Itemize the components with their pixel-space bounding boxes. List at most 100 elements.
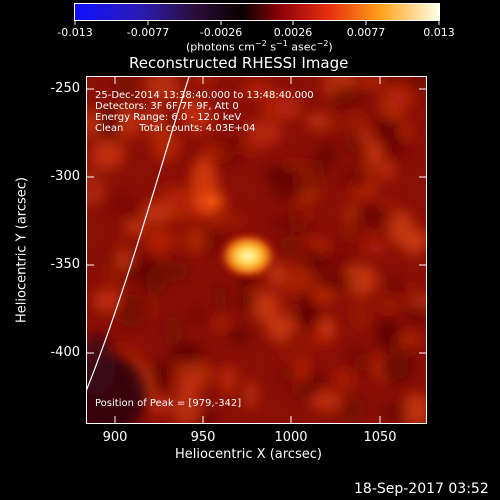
axis-ticks xyxy=(86,76,427,424)
texture-blob xyxy=(151,228,169,259)
x-tick-label: 900 xyxy=(102,430,128,445)
x-axis-label: Heliocentric X (arcsec) xyxy=(175,447,322,462)
texture-blob xyxy=(341,214,368,245)
texture-blob xyxy=(319,274,355,292)
solar-limb xyxy=(86,76,190,393)
colorbar-tick-label: 0.0026 xyxy=(273,26,313,39)
colorbar xyxy=(74,3,440,25)
texture-blob xyxy=(341,168,371,190)
texture-blob xyxy=(403,234,425,257)
texture-blob xyxy=(379,293,402,312)
texture-blob xyxy=(92,289,121,312)
texture-blob xyxy=(288,207,302,223)
colorbar-tick-label: 0.013 xyxy=(423,26,455,39)
texture-blob xyxy=(405,278,420,310)
annotation-detectors: Detectors: 3F 6F 7F 9F, Att 0 xyxy=(95,101,239,112)
texture-blob xyxy=(123,220,147,234)
texture-blob xyxy=(175,378,200,396)
texture-blob xyxy=(342,264,378,296)
texture-blob xyxy=(359,76,386,89)
texture-blob xyxy=(294,352,310,384)
texture-blob xyxy=(311,392,345,413)
x-tick-label: 950 xyxy=(190,430,216,445)
texture-blob xyxy=(106,191,141,217)
texture-blob xyxy=(90,139,125,170)
texture-blob xyxy=(172,357,188,383)
y-axis-label: Heliocentric Y (arcsec) xyxy=(14,177,30,323)
texture-blob xyxy=(375,318,401,350)
texture-blob xyxy=(185,303,206,325)
y-tick-label: -400 xyxy=(50,345,80,360)
texture-blob xyxy=(291,384,308,398)
texture-blob xyxy=(370,140,387,154)
colorbar-tick-label: -0.0026 xyxy=(199,26,243,39)
texture-blob xyxy=(171,390,202,424)
texture-blob xyxy=(157,184,182,208)
texture-blob xyxy=(232,143,262,156)
colorbar-tick-label: -0.013 xyxy=(57,26,93,39)
colorbar-tick-label: 0.0077 xyxy=(346,26,386,39)
texture-blob xyxy=(292,302,321,327)
annotation-clean-counts: Clean Total counts: 4.03E+04 xyxy=(95,123,256,134)
x-tick-label: 1000 xyxy=(274,430,308,445)
image-frame xyxy=(86,76,427,424)
texture-blob xyxy=(215,315,228,333)
annotation-energy-range: Energy Range: 6.0 - 12.0 keV xyxy=(95,112,242,123)
texture-blob xyxy=(173,342,208,362)
texture-blob xyxy=(213,283,227,314)
texture-blob xyxy=(263,165,298,182)
texture-blob xyxy=(200,146,231,160)
texture-blob xyxy=(141,201,171,225)
texture-blob xyxy=(162,315,183,347)
texture-blob xyxy=(145,266,167,295)
texture-blob xyxy=(278,369,298,382)
texture-blob xyxy=(385,361,410,379)
colorbar-ticks xyxy=(74,21,440,25)
texture-blob xyxy=(327,113,341,134)
colorbar-units: (photons cm−2 s−1 asec−2) xyxy=(186,39,333,54)
texture-blob xyxy=(190,76,217,90)
texture-blob xyxy=(178,222,194,255)
y-tick-label: -300 xyxy=(50,169,80,184)
texture-blob xyxy=(265,313,294,342)
texture-blob xyxy=(226,210,246,229)
texture-blob xyxy=(387,341,422,361)
texture-blob xyxy=(100,105,120,142)
texture-blob xyxy=(134,120,152,141)
y-tick-label: -250 xyxy=(50,81,80,96)
texture-blob xyxy=(342,85,367,105)
x-tick-label: 1050 xyxy=(363,430,397,445)
texture-blob xyxy=(387,78,416,112)
texture-blob xyxy=(114,250,137,271)
texture-blob xyxy=(400,120,413,142)
texture-blob xyxy=(244,380,258,410)
texture-blob xyxy=(381,159,395,181)
texture-blob xyxy=(318,318,336,339)
rhessi-image xyxy=(86,76,427,424)
texture-blob xyxy=(144,396,171,414)
y-tick-label: -350 xyxy=(50,257,80,272)
texture-blob xyxy=(225,329,254,342)
texture-blob xyxy=(152,127,180,162)
render-timestamp: 18-Sep-2017 03:52 xyxy=(354,481,489,497)
texture-blob xyxy=(115,76,133,107)
flare-source xyxy=(220,234,276,278)
texture-blob xyxy=(157,116,186,129)
annotation-peak-position: Position of Peak = [979,-342] xyxy=(95,398,242,409)
texture-blob xyxy=(302,334,336,347)
texture-blob xyxy=(287,221,316,235)
texture-blob xyxy=(250,79,276,95)
texture-blob xyxy=(302,250,327,273)
texture-blob xyxy=(311,147,325,178)
texture-blob xyxy=(151,358,170,393)
texture-blob xyxy=(245,119,282,147)
texture-blob xyxy=(86,108,99,138)
texture-blob xyxy=(333,367,355,391)
texture-blob xyxy=(251,298,279,323)
texture-blob xyxy=(115,293,150,328)
colorbar-tick-label: -0.0077 xyxy=(126,26,170,39)
texture-blob xyxy=(403,393,427,424)
texture-blob xyxy=(351,299,370,331)
texture-blob xyxy=(221,365,236,397)
texture-blob xyxy=(279,236,299,255)
